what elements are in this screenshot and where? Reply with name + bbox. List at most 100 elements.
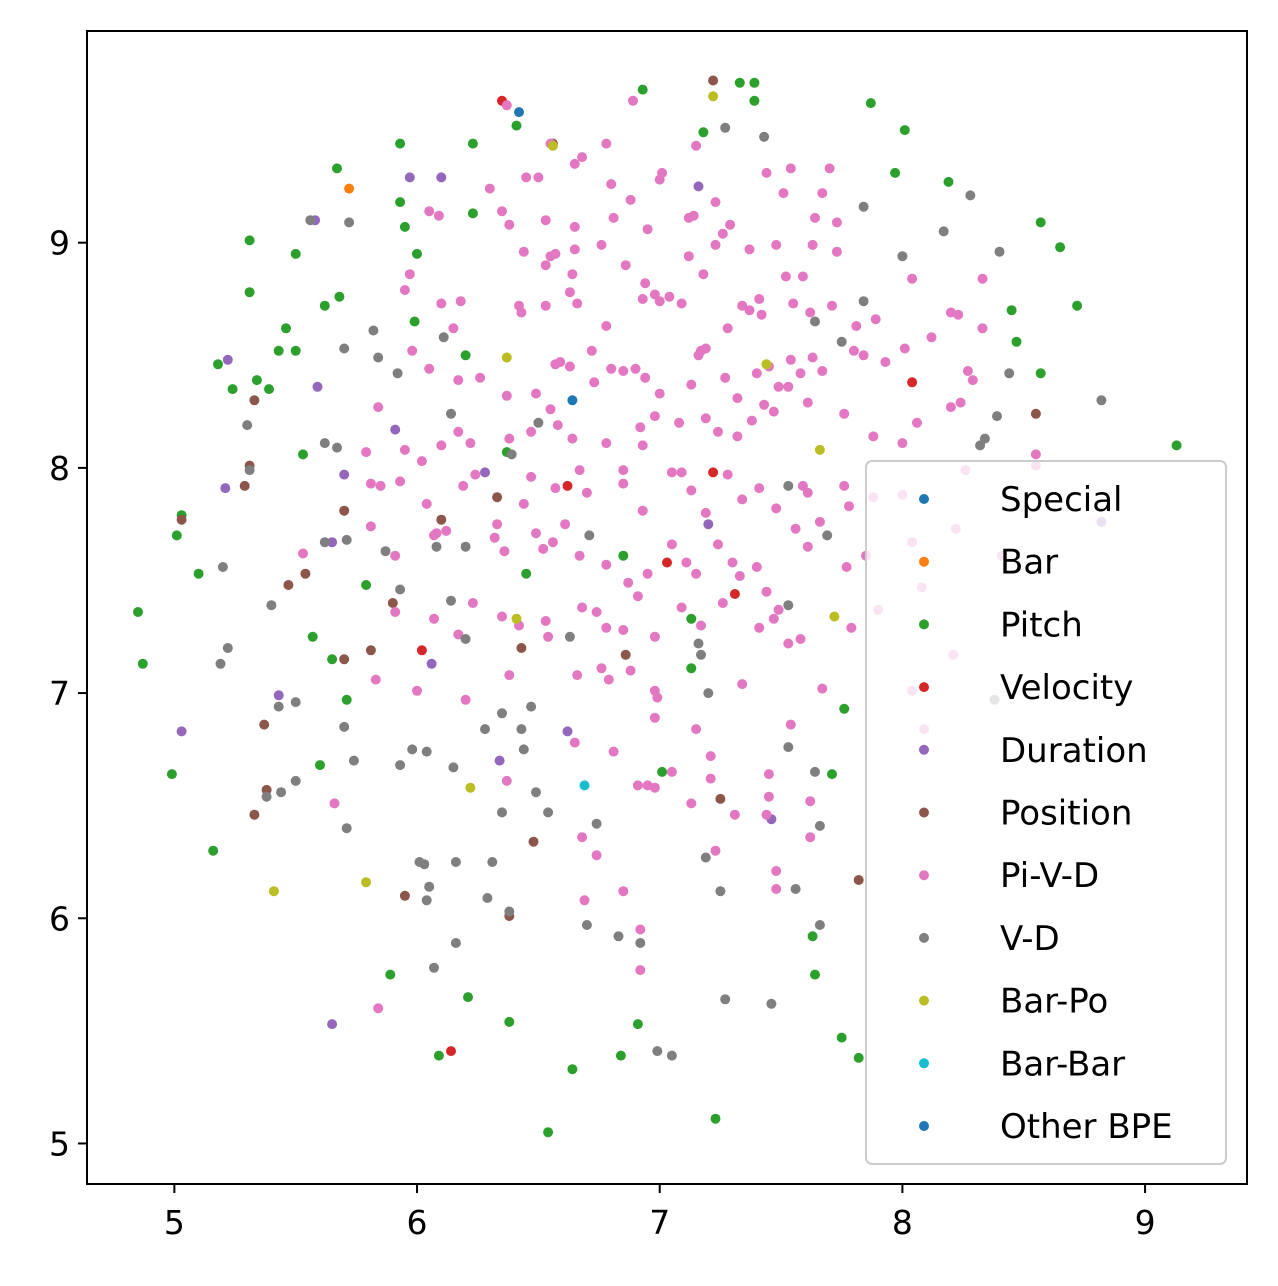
point-7-69 — [487, 857, 498, 867]
point-7-91 — [783, 742, 794, 753]
point-6-148 — [955, 397, 966, 408]
point-6-142 — [783, 381, 794, 392]
point-6-225 — [768, 613, 779, 624]
point-6-268 — [635, 965, 646, 976]
point-5-22 — [528, 836, 539, 847]
point-2-18 — [412, 248, 422, 259]
point-6-126 — [504, 433, 515, 444]
point-6-245 — [649, 712, 660, 723]
point-6-173 — [771, 503, 782, 514]
point-6-129 — [552, 420, 563, 431]
point-6-21 — [824, 163, 835, 174]
point-2-54 — [657, 766, 668, 777]
point-6-98 — [618, 366, 629, 376]
point-6-204 — [841, 562, 852, 572]
point-6-3 — [521, 172, 532, 183]
point-7-71 — [421, 895, 432, 906]
point-6-120 — [373, 402, 384, 413]
point-2-34 — [251, 375, 262, 386]
legend-marker — [919, 807, 929, 818]
point-6-8 — [691, 140, 702, 151]
point-6-196 — [727, 557, 738, 568]
point-8-6 — [829, 611, 840, 622]
point-6-161 — [574, 465, 585, 476]
point-7-45 — [480, 724, 490, 735]
point-5-11 — [387, 598, 398, 608]
point-4-19 — [327, 1019, 338, 1030]
point-6-0 — [501, 100, 512, 111]
point-6-48 — [797, 271, 808, 282]
point-2-21 — [244, 287, 255, 298]
point-6-182 — [489, 532, 500, 543]
point-6-208 — [429, 613, 439, 624]
point-7-47 — [526, 701, 537, 712]
point-6-40 — [640, 278, 651, 289]
point-7-18 — [339, 343, 350, 354]
point-2-53 — [839, 703, 850, 714]
point-6-143 — [795, 368, 806, 379]
y-tick-label: 9 — [49, 224, 70, 263]
point-7-40 — [693, 638, 704, 649]
point-6-125 — [465, 438, 476, 449]
point-6-116 — [912, 417, 922, 428]
point-6-91 — [501, 390, 512, 401]
point-2-14 — [467, 208, 478, 219]
point-7-64 — [591, 818, 602, 829]
point-4-16 — [494, 755, 505, 766]
point-7-68 — [450, 857, 461, 867]
point-6-177 — [844, 501, 854, 512]
point-3-6 — [416, 645, 427, 656]
legend-label: Other BPE — [1000, 1107, 1173, 1147]
point-7-86 — [703, 688, 714, 699]
point-6-223 — [717, 598, 728, 608]
point-6-239 — [705, 751, 716, 762]
point-7-33 — [217, 562, 228, 572]
point-2-37 — [1171, 440, 1182, 451]
point-6-6 — [569, 158, 580, 169]
point-6-240 — [737, 679, 748, 690]
point-2-46 — [133, 607, 143, 617]
point-6-79 — [851, 321, 862, 331]
point-2-55 — [827, 769, 837, 780]
point-7-15 — [305, 215, 316, 226]
point-6-159 — [526, 471, 537, 482]
point-6-5 — [577, 152, 588, 163]
point-7-46 — [516, 724, 527, 735]
point-2-3 — [749, 95, 760, 106]
legend-label: Position — [1000, 794, 1132, 834]
point-6-44 — [710, 239, 721, 250]
point-6-261 — [763, 769, 774, 780]
point-4-11 — [703, 519, 714, 530]
point-6-137 — [713, 426, 723, 437]
point-7-43 — [215, 658, 226, 669]
point-6-162 — [581, 487, 592, 498]
point-6-153 — [421, 498, 432, 509]
point-2-43 — [521, 568, 532, 579]
point-2-71 — [543, 1127, 554, 1138]
point-2-23 — [319, 300, 330, 311]
point-6-65 — [601, 321, 612, 331]
point-6-145 — [839, 408, 850, 419]
point-6-172 — [754, 483, 765, 494]
series-duration — [176, 172, 1107, 1030]
point-7-81 — [814, 920, 825, 930]
point-3-2 — [708, 467, 719, 478]
point-7-27 — [244, 465, 255, 476]
point-6-211 — [497, 611, 507, 622]
point-2-8 — [395, 138, 406, 149]
point-6-231 — [504, 670, 515, 681]
point-6-74 — [756, 309, 767, 320]
point-7-31 — [431, 541, 442, 552]
point-1-0 — [344, 183, 355, 194]
point-8-2 — [501, 352, 512, 363]
point-7-42 — [222, 643, 233, 653]
legend-label: Special — [1000, 480, 1123, 520]
point-6-7 — [601, 138, 612, 149]
point-3-4 — [662, 557, 672, 568]
point-2-31 — [213, 359, 223, 370]
point-7-75 — [613, 931, 624, 942]
point-2-19 — [1055, 242, 1066, 253]
point-6-151 — [375, 480, 386, 491]
point-6-47 — [780, 271, 791, 282]
point-6-228 — [370, 674, 381, 685]
